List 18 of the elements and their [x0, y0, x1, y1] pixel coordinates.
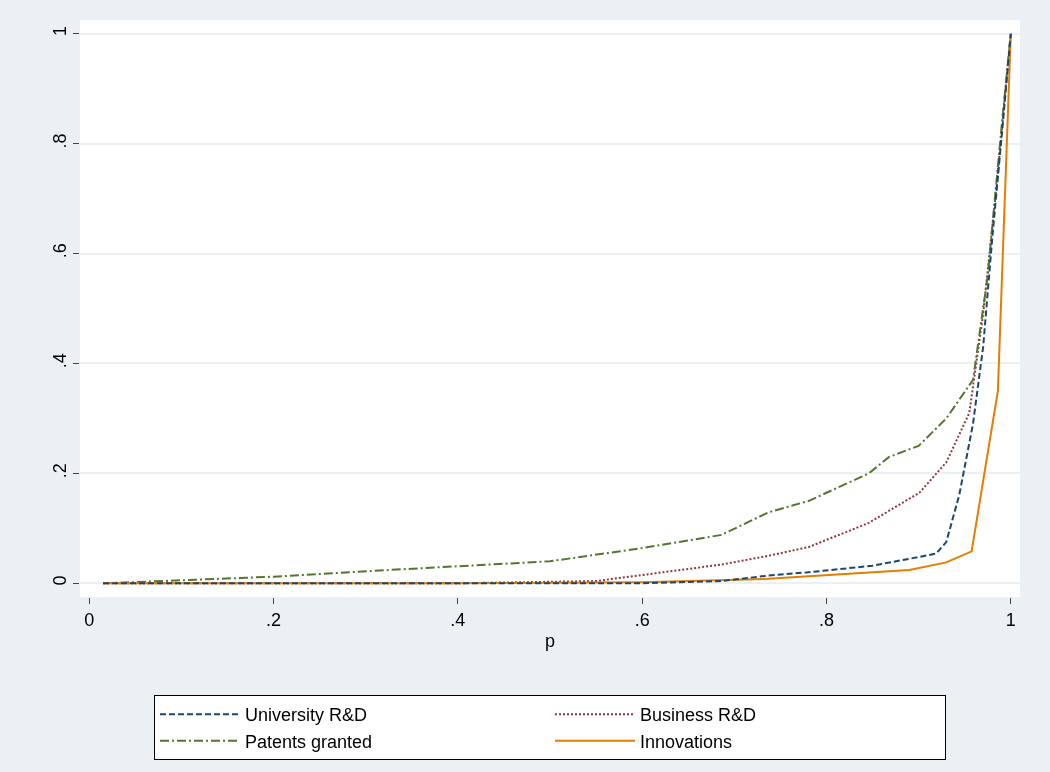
x-tick-label: 1 [1005, 609, 1016, 630]
legend-label: Innovations [640, 731, 733, 752]
y-tick-label: .4 [49, 353, 70, 369]
y-tick-label: 0 [49, 575, 70, 586]
y-tick-label: .8 [49, 133, 70, 149]
y-tick-label: .2 [49, 463, 70, 479]
line-series [102, 32, 1012, 585]
x-tick-label: .4 [450, 609, 466, 630]
x-tick-label: 0 [84, 609, 95, 630]
x-tick-label: .2 [266, 609, 282, 630]
legend-label: University R&D [245, 705, 368, 726]
x-tick-label: .6 [634, 609, 650, 630]
legend-label: Patents granted [245, 731, 373, 752]
y-tick-label: 1 [49, 26, 70, 37]
x-tick-label: .8 [818, 609, 834, 630]
y-tick-label: .6 [49, 243, 70, 259]
legend-label: Business R&D [640, 705, 757, 726]
x-axis-title: p [544, 630, 556, 651]
